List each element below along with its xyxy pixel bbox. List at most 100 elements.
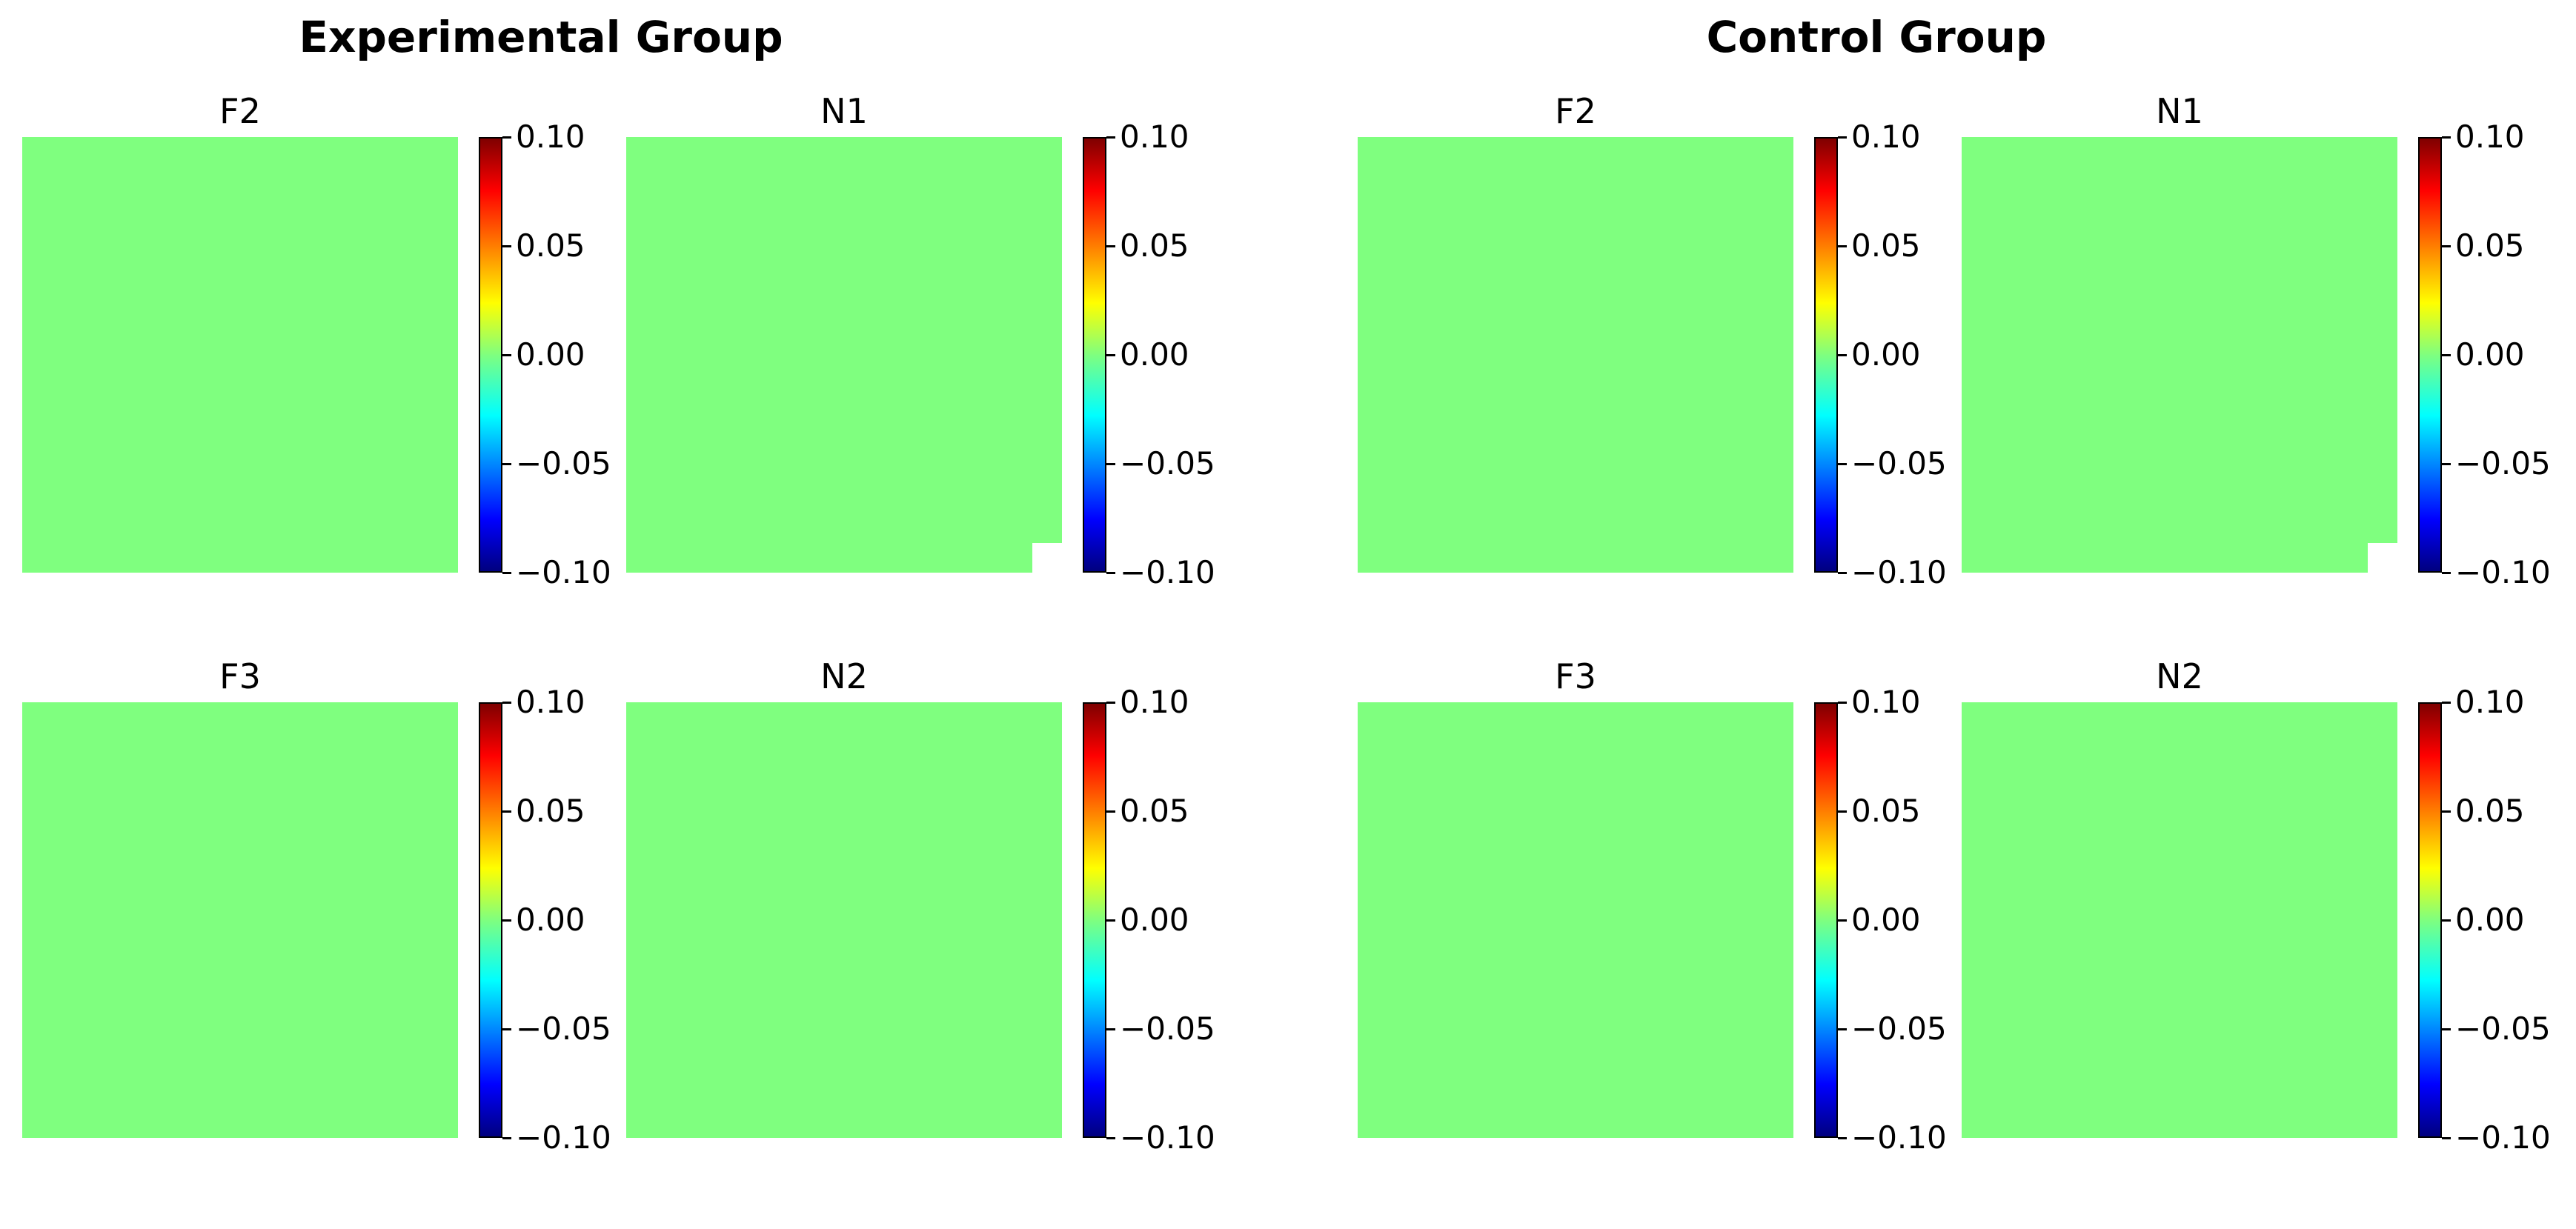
- heatmap-image: [1962, 137, 2397, 573]
- colorbar-tick-label: −0.05: [1851, 1010, 1947, 1047]
- colorbar-tick-label: −0.05: [2455, 1010, 2551, 1047]
- heatmap-image: [1358, 702, 1793, 1138]
- group-title-control: Control Group: [1706, 12, 2047, 62]
- colorbar-tick-label: 0.10: [516, 119, 585, 155]
- heatmap-image: [1962, 702, 2397, 1138]
- colorbar-tick-mark: [1106, 245, 1115, 247]
- heatmap-title: N1: [820, 91, 868, 131]
- colorbar-tick-label: 0.10: [2455, 684, 2525, 720]
- colorbar-tick-mark: [1106, 1137, 1115, 1139]
- colorbar-tick-label: −0.10: [1851, 554, 1947, 590]
- colorbar-tick-label: −0.05: [1120, 445, 1215, 482]
- colorbar-tick-label: 0.00: [1120, 902, 1189, 938]
- colorbar-tick-mark: [502, 572, 511, 574]
- colorbar: [479, 137, 502, 573]
- colorbar-tick-label: −0.05: [1851, 445, 1947, 482]
- heatmap-image: [22, 702, 458, 1138]
- heatmap-panel-control-group-n1: N1 0.10 0.05 0.00 −0.05 −0.10: [1962, 85, 2576, 604]
- colorbar-tick-label: 0.00: [516, 902, 585, 938]
- colorbar-tick-label: 0.10: [516, 684, 585, 720]
- colorbar-tick-mark: [1838, 245, 1847, 247]
- colorbar-tick-mark: [2442, 919, 2451, 922]
- colorbar-tick-mark: [2442, 354, 2451, 356]
- heatmap-panel-control-group-f3: F3 0.10 0.05 0.00 −0.05 −0.10: [1358, 650, 2576, 1169]
- heatmap-panel-experimental-group-f2: F2 0.10 0.05 0.00 −0.05 −0.10: [22, 85, 1262, 604]
- colorbar-tick-mark: [1106, 572, 1115, 574]
- colorbar-tick-label: 0.00: [1851, 902, 1921, 938]
- colorbar-tick-label: 0.05: [1120, 227, 1189, 264]
- colorbar-tick-mark: [1106, 810, 1115, 813]
- colorbar-tick-label: −0.05: [2455, 445, 2551, 482]
- colorbar-tick-mark: [502, 702, 511, 704]
- colorbar-tick-mark: [502, 463, 511, 465]
- heatmap-cells: [1358, 702, 1793, 1138]
- group-title-experimental: Experimental Group: [299, 12, 783, 62]
- colorbar-tick-label: −0.10: [2455, 554, 2551, 590]
- colorbar-tick-mark: [2442, 1028, 2451, 1030]
- colorbar-tick-label: 0.10: [1851, 684, 1921, 720]
- colorbar-tick-label: −0.05: [1120, 1010, 1215, 1047]
- colorbar-tick-mark: [1838, 463, 1847, 465]
- colorbar-tick-mark: [1838, 919, 1847, 922]
- heatmap-title: N2: [2156, 656, 2203, 696]
- colorbar-tick-mark: [502, 136, 511, 139]
- heatmap-cells: [626, 137, 1062, 573]
- heatmap-title: F2: [1555, 91, 1596, 131]
- colorbar-tick-mark: [2442, 810, 2451, 813]
- colorbar-tick-mark: [1838, 1137, 1847, 1139]
- colorbar-tick-label: −0.10: [2455, 1119, 2551, 1156]
- colorbar: [479, 702, 502, 1138]
- colorbar-tick-mark: [1106, 1028, 1115, 1030]
- colorbar-tick-label: 0.00: [2455, 902, 2525, 938]
- colorbar-tick-mark: [1106, 354, 1115, 356]
- heatmap-panel-control-group-n2: N2 0.10 0.05 0.00 −0.05 −0.10: [1962, 650, 2576, 1169]
- colorbar-tick-mark: [1838, 572, 1847, 574]
- colorbar-tick-label: 0.05: [2455, 793, 2525, 829]
- colorbar-tick-mark: [1106, 919, 1115, 922]
- heatmap-panel-experimental-group-f3: F3 0.10 0.05 0.00 −0.05 −0.10: [22, 650, 1262, 1169]
- colorbar-tick-label: −0.10: [1120, 554, 1215, 590]
- heatmap-title: N2: [820, 656, 868, 696]
- heatmap-panel-experimental-group-n2: N2 0.10 0.05 0.00 −0.05 −0.10: [626, 650, 1866, 1169]
- colorbar-tick-label: 0.05: [516, 793, 585, 829]
- colorbar-tick-label: −0.10: [516, 554, 611, 590]
- colorbar-tick-label: 0.00: [1120, 336, 1189, 373]
- colorbar-tick-mark: [2442, 1137, 2451, 1139]
- colorbar-tick-label: −0.10: [1851, 1119, 1947, 1156]
- heatmap-title: F3: [1555, 656, 1596, 696]
- colorbar-tick-mark: [1106, 136, 1115, 139]
- heatmap-panel-control-group-f2: F2 0.10 0.05 0.00 −0.05 −0.10: [1358, 85, 2576, 604]
- colorbar-tick-mark: [2442, 136, 2451, 139]
- heatmap-cells: [626, 702, 1062, 1138]
- heatmap-panel-experimental-group-n1: N1 0.10 0.05 0.00 −0.05 −0.10: [626, 85, 1866, 604]
- colorbar: [1814, 702, 1838, 1138]
- heatmap-cells: [22, 702, 458, 1138]
- colorbar-tick-label: 0.05: [2455, 227, 2525, 264]
- colorbar-tick-label: −0.05: [516, 1010, 611, 1047]
- colorbar-tick-label: −0.05: [516, 445, 611, 482]
- heatmap-title: F2: [219, 91, 261, 131]
- heatmap-cells: [1358, 137, 1793, 573]
- colorbar-tick-label: −0.10: [516, 1119, 611, 1156]
- colorbar-tick-mark: [1838, 136, 1847, 139]
- colorbar-tick-mark: [502, 1137, 511, 1139]
- colorbar: [2418, 137, 2442, 573]
- colorbar: [1083, 702, 1106, 1138]
- colorbar-tick-label: 0.05: [1851, 793, 1921, 829]
- colorbar-tick-label: 0.10: [1120, 684, 1189, 720]
- colorbar-tick-mark: [502, 354, 511, 356]
- heatmap-title: F3: [219, 656, 261, 696]
- colorbar-tick-mark: [1106, 463, 1115, 465]
- colorbar-tick-label: −0.10: [1120, 1119, 1215, 1156]
- heatmap-cells: [1962, 702, 2397, 1138]
- colorbar-tick-label: 0.00: [2455, 336, 2525, 373]
- colorbar-tick-label: 0.10: [2455, 119, 2525, 155]
- heatmap-cells: [1962, 137, 2397, 573]
- colorbar-tick-label: 0.10: [1851, 119, 1921, 155]
- heatmap-image: [626, 137, 1062, 573]
- heatmap-title: N1: [2156, 91, 2203, 131]
- colorbar: [1814, 137, 1838, 573]
- colorbar-tick-mark: [502, 919, 511, 922]
- colorbar: [1083, 137, 1106, 573]
- colorbar-tick-mark: [2442, 702, 2451, 704]
